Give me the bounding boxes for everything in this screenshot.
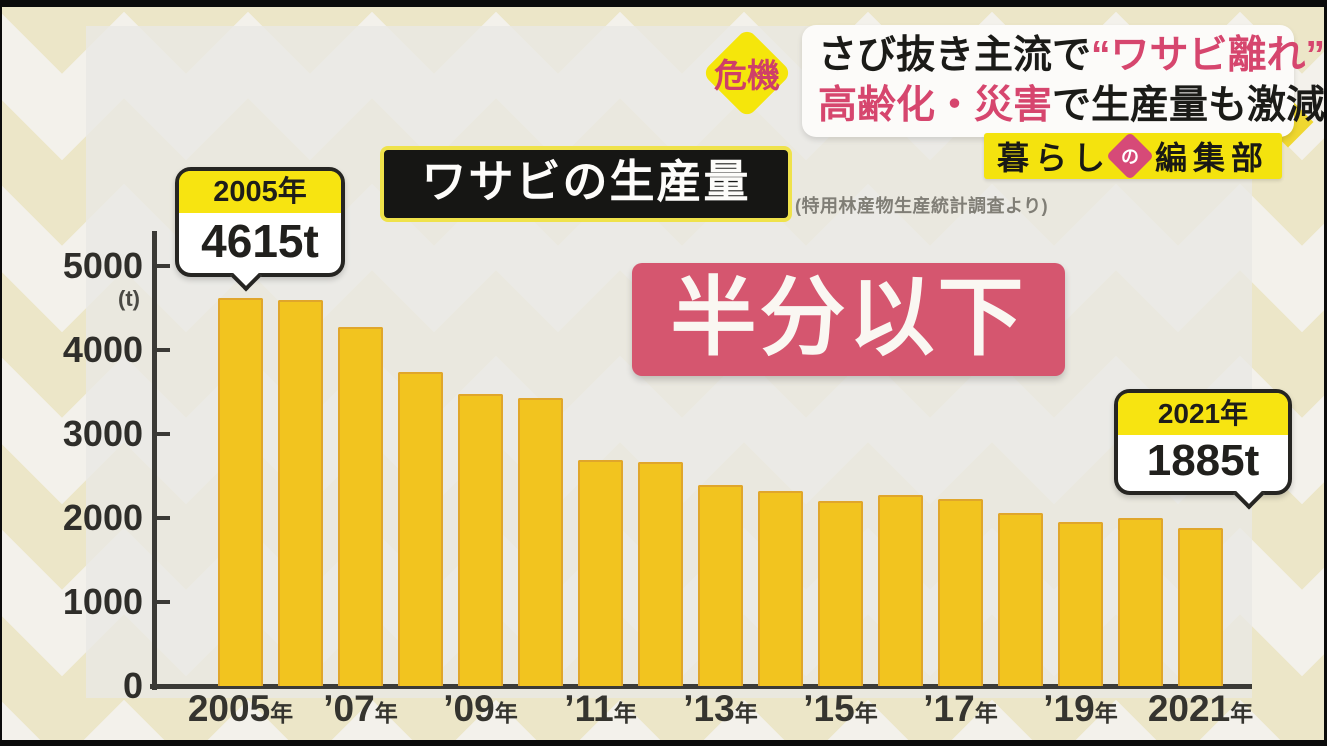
bar-2018: [998, 513, 1043, 686]
headline-line1-black-text: さび抜き主流で: [818, 34, 1092, 77]
y-axis: [152, 231, 157, 690]
bar-2008: [398, 372, 443, 686]
headline-line-1: さび抜き主流で“ワサビ離れ”: [818, 31, 1325, 81]
y-tick-label-4000: 4000: [62, 328, 143, 370]
callout-2021-value: 1885t: [1146, 436, 1260, 485]
bar-2009: [458, 394, 503, 686]
headline-line-2: 高齢化・災害で生産量も激減: [818, 81, 1325, 131]
x-tick-label-2021: 2021年: [1121, 688, 1281, 730]
x-tick-label-11: ’11年: [521, 688, 681, 730]
x-tick-unit: 年: [494, 700, 518, 726]
y-tick-1000: [157, 599, 170, 604]
crisis-badge: 危機: [700, 26, 794, 120]
program-logo-no-character: の: [1121, 147, 1139, 167]
headline-line2-black-text: で生産量も激減: [1052, 84, 1326, 127]
x-tick-unit: 年: [974, 700, 998, 726]
y-tick-label-2000: 2000: [62, 496, 143, 538]
x-tick-unit: 年: [854, 700, 878, 726]
source-note: (特用林産物生産統計調査より): [795, 196, 1049, 216]
letterbox-right: [1324, 0, 1327, 746]
headline-line2-pink-text: 高齢化・災害: [818, 84, 1053, 127]
headline-line1-pink-text: “ワサビ離れ”: [1091, 34, 1326, 77]
x-tick-unit: 年: [270, 700, 294, 726]
x-tick-unit: 年: [374, 700, 398, 726]
x-tick-number: ’11: [564, 688, 614, 729]
y-tick-3000: [157, 431, 170, 436]
x-tick-label-17: ’17年: [881, 688, 1041, 730]
x-tick-number: 2005: [187, 688, 271, 729]
y-tick-5000: [157, 263, 170, 268]
x-tick-number: ’15: [803, 688, 855, 729]
bar-2005: [218, 298, 263, 686]
x-tick-number: ’13: [683, 688, 735, 729]
y-tick-label-1000: 1000: [62, 580, 143, 622]
chart-title-box: ワサビの生産量: [380, 146, 792, 222]
highlight-banner: 半分以下: [632, 263, 1065, 376]
program-logo-left-text: 暮らし: [996, 140, 1111, 176]
x-tick-unit: 年: [1094, 700, 1118, 726]
chart-title: ワサビの生産量: [421, 156, 751, 207]
y-tick-label-3000: 3000: [62, 412, 143, 454]
bar-2016: [878, 495, 923, 686]
program-logo-right-text: 編集部: [1155, 140, 1270, 176]
bar-2012: [638, 462, 683, 686]
x-axis: [150, 684, 1252, 689]
x-tick-number: ’19: [1043, 688, 1095, 729]
x-tick-label-19: ’19年: [1001, 688, 1161, 730]
bar-2011: [578, 460, 623, 686]
bar-2017: [938, 499, 983, 686]
x-tick-label-15: ’15年: [761, 688, 921, 730]
callout-2021-year: 2021年: [1118, 393, 1288, 435]
letterbox-bottom: [0, 740, 1327, 746]
callout-2005: 2005年 4615t: [175, 167, 345, 292]
y-tick-label-0: 0: [122, 665, 143, 706]
crisis-badge-label: 危機: [714, 57, 780, 94]
callout-2005-value: 4615t: [201, 215, 319, 267]
program-logo-diamond-icon: の: [1105, 131, 1155, 181]
x-tick-label-09: ’09年: [401, 688, 561, 730]
bar-2019: [1058, 522, 1103, 686]
callout-2021: 2021年 1885t: [1114, 389, 1292, 510]
x-tick-label-2005: 2005年: [161, 688, 321, 730]
bar-2013: [698, 485, 743, 686]
x-tick-label-13: ’13年: [641, 688, 801, 730]
bar-2007: [338, 327, 383, 686]
bar-2015: [818, 501, 863, 686]
y-tick-label-5000: 5000: [62, 244, 143, 286]
x-tick-number: 2021: [1147, 688, 1231, 729]
letterbox-left: [0, 0, 2, 746]
headline-box: さび抜き主流で“ワサビ離れ” 高齢化・災害で生産量も激減: [802, 25, 1325, 137]
y-axis-unit-label: (t): [118, 286, 140, 311]
x-tick-unit: 年: [1230, 700, 1254, 726]
letterbox-top: [0, 0, 1327, 7]
bar-2010: [518, 398, 563, 686]
x-tick-unit: 年: [613, 700, 637, 726]
x-tick-number: ’09: [443, 688, 495, 729]
program-logo: 暮らし の 編集部: [984, 131, 1282, 181]
bar-2014: [758, 491, 803, 686]
x-tick-number: ’07: [323, 688, 375, 729]
y-tick-2000: [157, 515, 170, 520]
y-tick-4000: [157, 347, 170, 352]
x-tick-unit: 年: [734, 700, 758, 726]
bar-2020: [1118, 518, 1163, 686]
x-tick-number: ’17: [923, 688, 975, 729]
bar-2021: [1178, 528, 1223, 686]
callout-2005-year: 2005年: [179, 171, 341, 213]
x-tick-label-07: ’07年: [281, 688, 441, 730]
bar-2006: [278, 300, 323, 686]
